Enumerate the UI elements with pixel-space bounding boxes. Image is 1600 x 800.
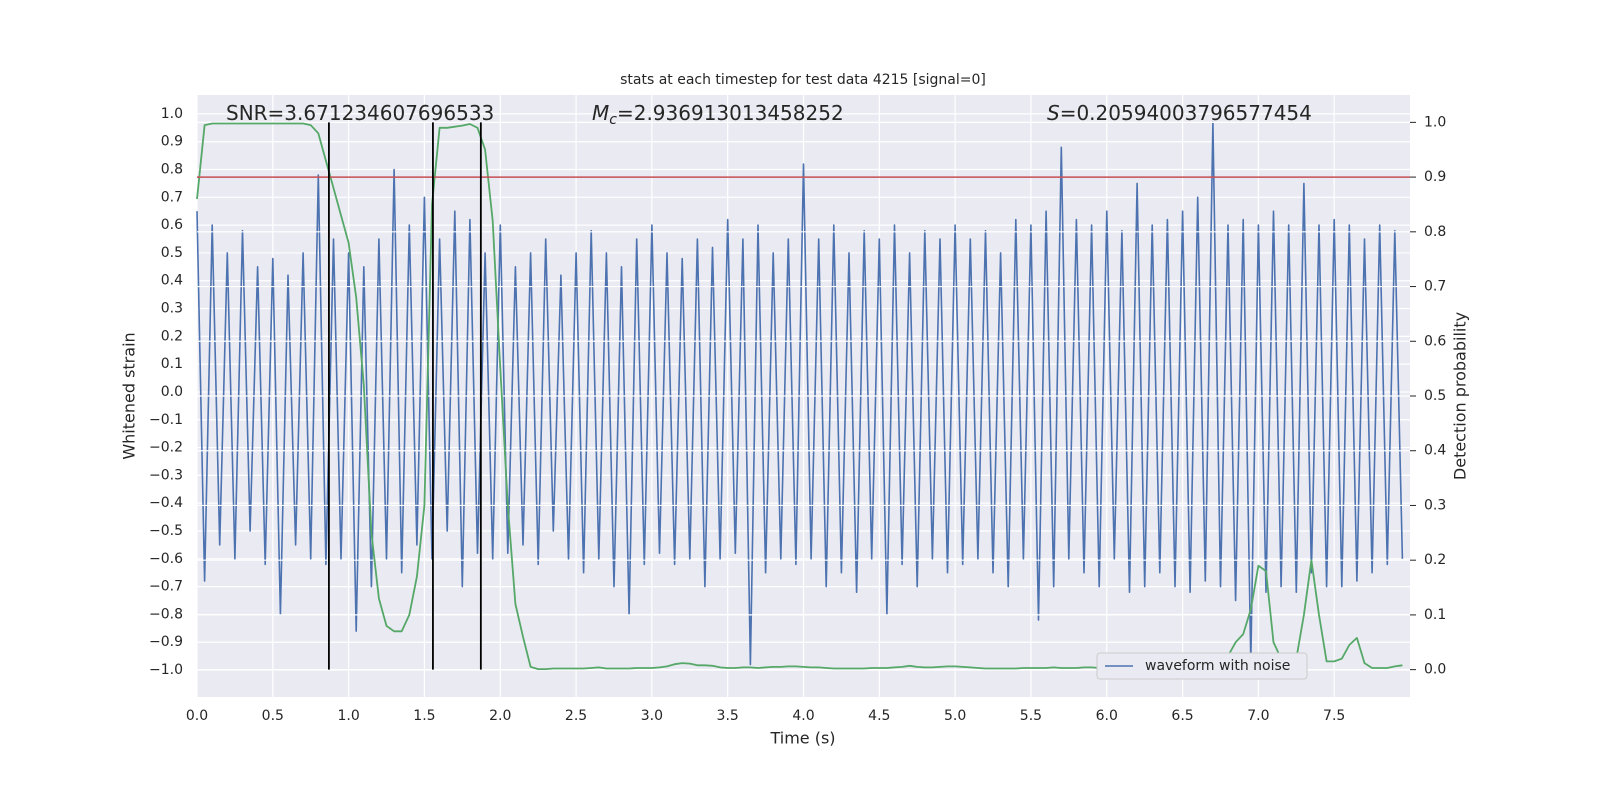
annotation: Mc=2.936913013458252 (592, 101, 844, 129)
y-tick-label: 0.8 (161, 162, 183, 178)
y-tick-label: 0.5 (161, 245, 183, 261)
y-tick-label: −0.8 (149, 606, 183, 622)
annotation-text: =0.20594003796577454 (1060, 101, 1312, 125)
x-tick-label: 0.5 (262, 708, 284, 724)
annotation-text: SNR=3.671234607696533 (226, 101, 494, 125)
annotation-symbol: S (1047, 101, 1060, 125)
x-tick-label: 6.5 (1171, 708, 1193, 724)
y-axis-label: Whitened strain (120, 332, 139, 459)
y-tick-label: −0.3 (149, 467, 183, 483)
annotation: SNR=3.671234607696533 (226, 101, 494, 125)
x-tick-label: 4.5 (868, 708, 890, 724)
y2-tick-label: 0.9 (1424, 169, 1446, 185)
x-tick-label: 4.0 (792, 708, 814, 724)
x-axis-label: Time (s) (769, 729, 835, 748)
y2-tick-label: 0.6 (1424, 333, 1446, 349)
y-tick-label: 0.6 (161, 217, 183, 233)
y-tick-label: −1.0 (149, 662, 183, 678)
x-tick-label: 3.0 (641, 708, 663, 724)
y2-tick-label: 0.7 (1424, 279, 1446, 295)
y2-tick-label: 0.5 (1424, 388, 1446, 404)
y-tick-label: −0.9 (149, 634, 183, 650)
y2-tick-label: 0.8 (1424, 224, 1446, 240)
y-tick-label: −0.7 (149, 579, 183, 595)
annotation-subscript: c (609, 112, 617, 128)
y2-tick-label: 0.1 (1424, 607, 1446, 623)
y-tick-label: 0.3 (161, 301, 183, 317)
y2-tick-label: 0.0 (1424, 662, 1446, 678)
y2-tick-label: 0.2 (1424, 552, 1446, 568)
y-tick-label: 0.2 (161, 328, 183, 344)
y-tick-label: 0.0 (161, 384, 183, 400)
y2-tick-label: 0.3 (1424, 497, 1446, 513)
y-tick-label: −0.6 (149, 551, 183, 567)
y2-axis-label: Detection probability (1451, 312, 1470, 480)
x-tick-label: 1.0 (337, 708, 359, 724)
x-tick-label: 7.0 (1247, 708, 1269, 724)
series-line (196, 121, 1404, 666)
x-tick-label: 0.0 (186, 708, 208, 724)
x-tick-label: 3.5 (717, 708, 739, 724)
x-tick-label: 1.5 (413, 708, 435, 724)
y-tick-label: 0.9 (161, 134, 183, 150)
y-tick-label: 0.1 (161, 356, 183, 372)
chart-title: stats at each timestep for test data 421… (620, 72, 986, 88)
y-tick-label: −0.1 (149, 412, 183, 428)
x-tick-label: 6.0 (1096, 708, 1118, 724)
y-tick-label: −0.4 (149, 495, 183, 511)
x-tick-label: 2.0 (489, 708, 511, 724)
x-tick-label: 5.5 (1020, 708, 1042, 724)
y-tick-label: 0.7 (161, 189, 183, 205)
legend-label: waveform with noise (1145, 658, 1290, 674)
x-tick-label: 7.5 (1323, 708, 1345, 724)
y2-tick-label: 1.0 (1424, 114, 1446, 130)
y2-tick-label: 0.4 (1424, 443, 1446, 459)
x-tick-label: 5.0 (944, 708, 966, 724)
y-tick-label: −0.5 (149, 523, 183, 539)
annotation-text: =2.936913013458252 (617, 101, 844, 125)
y-tick-label: 1.0 (161, 106, 183, 122)
x-tick-label: 2.5 (565, 708, 587, 724)
legend-box (1096, 652, 1308, 680)
y-tick-label: 0.4 (161, 273, 183, 289)
y-tick-label: −0.2 (149, 440, 183, 456)
annotation: S=0.20594003796577454 (1047, 101, 1312, 125)
annotation-symbol: M (592, 101, 609, 125)
